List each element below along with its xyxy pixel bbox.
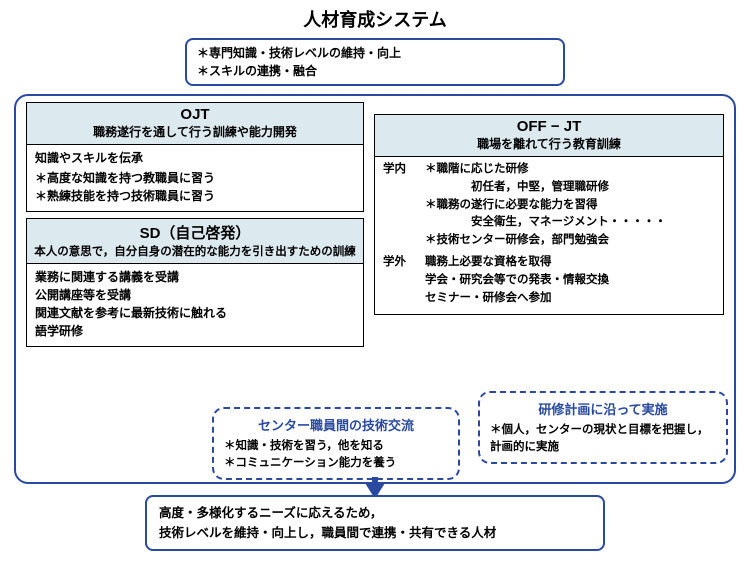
sd-item: 公開講座等を受講 <box>35 286 355 304</box>
center-exchange-callout: センター職員間の技術交流 ＊知識・技術を習う，他を知る ＊コミュニケーション能力… <box>212 407 460 481</box>
main-frame: OJT 職務遂行を通して行う訓練や能力開発 知識やスキルを伝承 ＊高度な知識を持… <box>14 94 736 484</box>
offjt-inside-label: 学内 <box>383 161 425 250</box>
offjt-outside-item: 職務上必要な資格を取得 <box>425 254 609 272</box>
sd-item: 業務に関連する講義を受講 <box>35 268 355 286</box>
offjt-subtitle: 職場を離れて行う教育訓練 <box>379 135 719 152</box>
ojt-title: OJT <box>31 106 359 123</box>
center-exchange-item: ＊知識・技術を習う，他を知る <box>224 438 448 455</box>
training-plan-title: 研修計画に沿って実施 <box>490 399 716 418</box>
top-goals-box: ＊専門知識・技術レベルの維持・向上 ＊スキルの連携・融合 <box>185 38 565 86</box>
ojt-lead: 知識やスキルを伝承 <box>35 149 355 167</box>
ojt-item: ＊熟練技能を持つ技術職員に習う <box>35 187 355 205</box>
offjt-inside-item: ＊職務の遂行に必要な能力を習得 <box>425 197 666 215</box>
center-exchange-title: センター職員間の技術交流 <box>224 415 448 434</box>
offjt-inside-item: ＊職階に応じた研修 <box>425 161 666 179</box>
offjt-outside-item: セミナー・研修会へ参加 <box>425 290 609 308</box>
sd-title: SD（自己啓発） <box>31 222 359 243</box>
sd-panel: SD（自己啓発） 本人の意思で，自分自身の潜在的な能力を引き出すための訓練 業務… <box>26 218 364 347</box>
result-box: 高度・多様化するニーズに応えるため， 技術レベルを維持・向上し，職員間で連携・共… <box>145 495 605 551</box>
center-exchange-item: ＊コミュニケーション能力を養う <box>224 455 448 472</box>
offjt-panel: OFF − JT 職場を離れて行う教育訓練 学内 ＊職階に応じた研修 初任者，中… <box>374 114 724 315</box>
training-plan-callout: 研修計画に沿って実施 ＊個人，センターの現状と目標を把握し，計画的に実施 <box>478 391 728 465</box>
training-plan-item: ＊個人，センターの現状と目標を把握し，計画的に実施 <box>490 422 716 457</box>
result-line-2: 技術レベルを維持・向上し，職員間で連携・共有できる人材 <box>159 523 591 543</box>
page-title: 人材育成システム <box>0 0 750 32</box>
offjt-outside-label: 学外 <box>383 254 425 307</box>
top-goal-1: ＊専門知識・技術レベルの維持・向上 <box>197 44 553 62</box>
result-line-1: 高度・多様化するニーズに応えるため， <box>159 503 591 523</box>
offjt-inside-item: 初任者，中堅，管理職研修 <box>425 179 666 197</box>
offjt-inside-item: 安全衛生，マネージメント・・・・・ <box>425 214 666 232</box>
ojt-panel: OJT 職務遂行を通して行う訓練や能力開発 知識やスキルを伝承 ＊高度な知識を持… <box>26 102 364 212</box>
offjt-inside-item: ＊技術センター研修会，部門勉強会 <box>425 232 666 250</box>
ojt-item: ＊高度な知識を持つ教職員に習う <box>35 169 355 187</box>
top-goal-2: ＊スキルの連携・融合 <box>197 62 553 80</box>
offjt-outside-item: 学会・研究会等での発表・情報交換 <box>425 272 609 290</box>
sd-item: 関連文献を参考に最新技術に触れる <box>35 304 355 322</box>
ojt-subtitle: 職務遂行を通して行う訓練や能力開発 <box>31 123 359 140</box>
offjt-title: OFF − JT <box>379 118 719 135</box>
sd-subtitle: 本人の意思で，自分自身の潜在的な能力を引き出すための訓練 <box>31 243 359 259</box>
sd-item: 語学研修 <box>35 322 355 340</box>
